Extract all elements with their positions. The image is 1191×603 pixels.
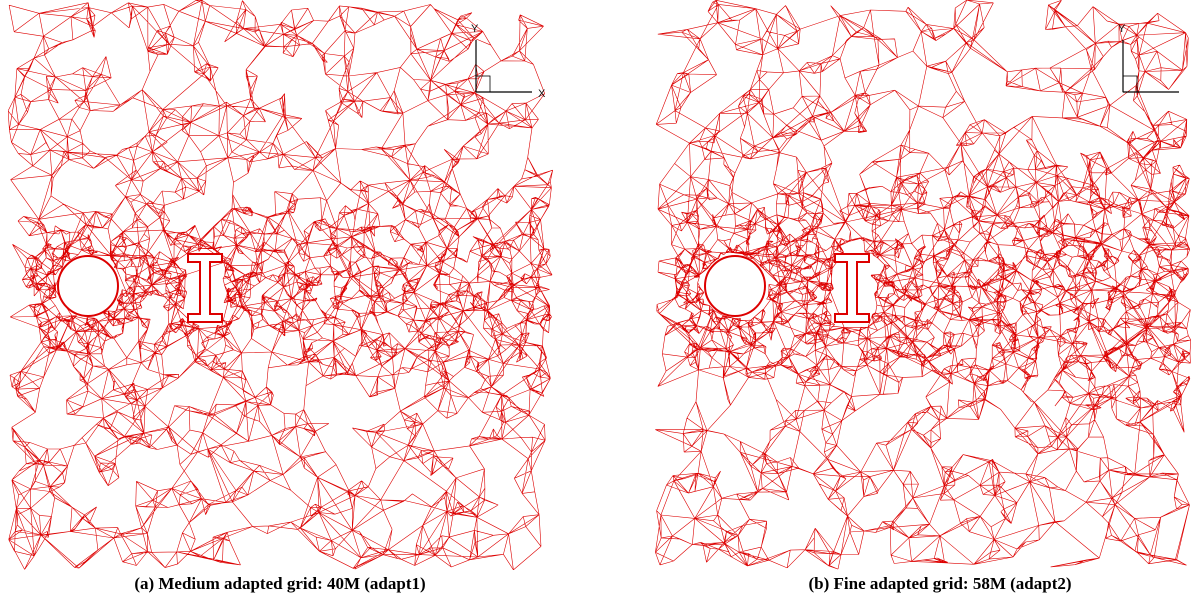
cylinder-body-b <box>704 255 766 317</box>
mesh-grid-a <box>8 0 553 570</box>
caption-a: (a) Medium adapted grid: 40M (adapt1) <box>134 574 426 593</box>
i-beam-body-b <box>834 253 870 323</box>
panel-b: Y <box>655 0 1191 570</box>
triad-y-label-a: Y <box>471 23 479 35</box>
mesh-grid-b <box>655 0 1191 570</box>
caption-b: (b) Fine adapted grid: 58M (adapt2) <box>808 574 1072 593</box>
panel-a: Y X <box>8 0 553 570</box>
cylinder-body-a <box>57 255 119 317</box>
mesh-edges <box>655 0 1191 570</box>
axis-triad-b: Y <box>1118 23 1179 93</box>
triad-corner-box-b <box>1122 75 1138 93</box>
mesh-plot-a: Y X <box>8 0 553 570</box>
mesh-plot-b: Y <box>655 0 1191 570</box>
triad-corner-box-a <box>475 75 491 93</box>
triad-y-label-b: Y <box>1118 23 1126 35</box>
triad-x-label-a: X <box>538 88 546 100</box>
axis-triad-a: Y X <box>471 23 546 100</box>
mesh-edges <box>8 0 553 570</box>
i-beam-body-a <box>187 253 223 323</box>
